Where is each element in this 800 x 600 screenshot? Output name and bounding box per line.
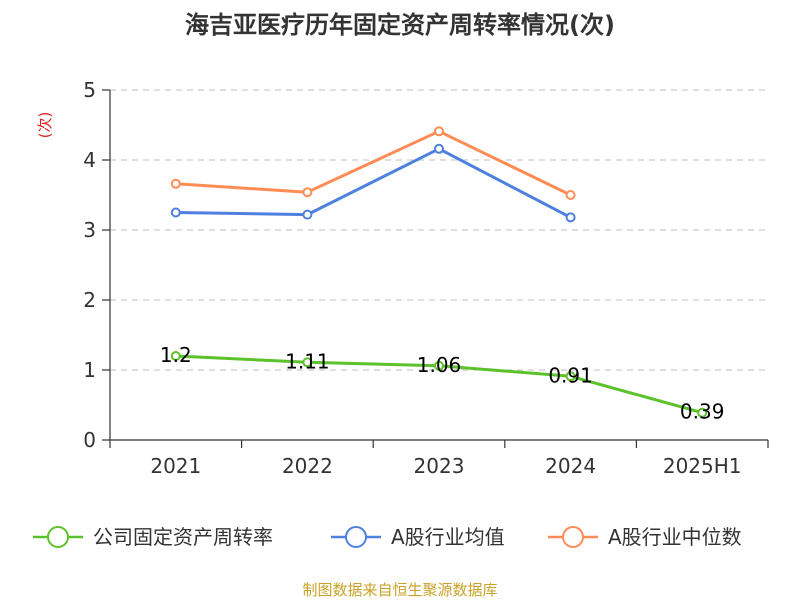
data-labels: 1.2 1.11 1.06 0.91 0.39	[160, 343, 725, 424]
y-tick-label: 4	[83, 148, 96, 172]
series-1-point-3[interactable]	[565, 212, 576, 223]
y-tick-label: 0	[83, 428, 96, 452]
series-layer	[170, 126, 708, 418]
legend-label: 公司固定资产周转率	[93, 525, 273, 549]
y-tick-label: 5	[83, 78, 96, 102]
x-tick-label: 2023	[414, 454, 465, 478]
series-0-point-3[interactable]	[565, 371, 576, 382]
x-tick-label: 2024	[545, 454, 596, 478]
series-2-point-1[interactable]	[302, 187, 313, 198]
source-note: 制图数据来自恒生聚源数据库	[302, 581, 497, 599]
data-label: 1.06	[417, 353, 462, 377]
y-tick-label: 1	[83, 358, 96, 382]
series-0-point-1[interactable]	[302, 357, 313, 368]
series-1-point-2[interactable]	[434, 143, 444, 154]
data-label: 1.2	[160, 343, 192, 367]
chart-title: 海吉亚医疗历年固定资产周转率情况(次)	[185, 11, 615, 39]
series-1-point-1[interactable]	[302, 209, 313, 220]
x-tick-label: 2025H1	[663, 454, 742, 478]
legend-swatch-marker	[47, 526, 69, 548]
series-0-point-4[interactable]	[697, 407, 708, 418]
y-axis-unit-label: (次)	[36, 112, 54, 139]
legend-swatch-marker	[345, 526, 367, 548]
series-0-point-2[interactable]	[434, 360, 444, 371]
series-0-point-0[interactable]	[170, 351, 181, 361]
legend-label: A股行业均值	[391, 525, 505, 549]
x-tick-label: 2022	[282, 454, 333, 478]
series-2-point-2[interactable]	[434, 126, 444, 137]
series-line-2	[175, 129, 572, 197]
x-tick-label: 2021	[150, 454, 201, 478]
data-label: 0.39	[680, 400, 725, 424]
series-1-point-0[interactable]	[170, 207, 181, 218]
data-label: 0.91	[548, 363, 593, 387]
y-tick-label: 2	[83, 288, 96, 312]
series-line-1	[175, 147, 572, 219]
legend-item-0[interactable]: 公司固定资产周转率	[33, 525, 273, 549]
legend-item-1[interactable]: A股行业均值	[331, 525, 505, 549]
legend-item-2[interactable]: A股行业中位数	[548, 525, 742, 549]
series-2-point-0[interactable]	[170, 178, 181, 189]
legend-label: A股行业中位数	[608, 525, 742, 549]
y-tick-label: 3	[83, 218, 96, 242]
axes: 0 1 2 3 4 5 2021 2022 2023 2024 2025H1	[83, 78, 769, 478]
series-2-point-3[interactable]	[565, 190, 576, 200]
data-label: 1.11	[285, 349, 330, 373]
legend-swatch-marker	[562, 526, 584, 548]
legend[interactable]: 公司固定资产周转率 A股行业均值 A股行业中位数	[33, 525, 742, 549]
